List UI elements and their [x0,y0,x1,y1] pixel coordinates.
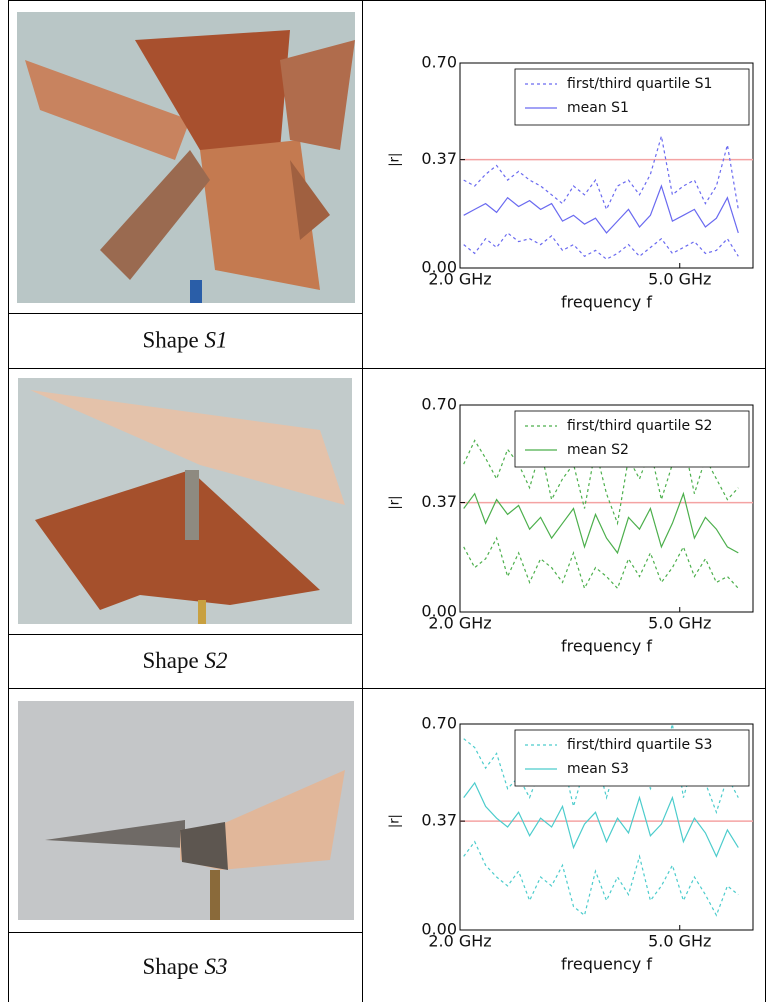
y-axis-label: |r| [388,153,403,167]
legend-label: mean S3 [567,761,629,777]
stand [198,600,206,624]
legend-label: mean S2 [567,442,629,458]
series-line [464,136,739,209]
caption-prefix: Shape [143,328,199,353]
x-tick-label: 5.0 GHz [648,932,711,951]
y-tick-label: 0.37 [421,149,457,168]
y-tick-label: 0.37 [421,811,457,830]
page: 0.000.370.702.0 GHz5.0 GHzfrequency f|r|… [0,0,768,1002]
y-tick-label: 0.70 [421,714,457,733]
caption-prefix: Shape [143,648,199,673]
series-line [464,186,739,233]
y-tick-label: 0.37 [421,492,457,511]
legend-label: first/third quartile S1 [567,76,712,92]
tape [180,822,228,870]
caption-name: S2 [204,648,227,673]
caption: Shape S2 [143,648,228,673]
caption-name: S3 [204,954,227,979]
x-tick-label: 2.0 GHz [428,270,491,289]
series-line [464,842,739,916]
x-tick-label: 2.0 GHz [428,932,491,951]
legend-label: mean S1 [567,100,629,116]
stand [190,280,202,303]
x-axis-label: frequency f [561,637,652,656]
photo [18,378,352,624]
x-tick-label: 5.0 GHz [648,614,711,633]
x-axis-label: frequency f [561,293,652,312]
stand [210,870,220,920]
series-line [464,538,739,588]
legend-label: first/third quartile S2 [567,418,712,434]
caption-prefix: Shape [143,954,199,979]
x-tick-label: 2.0 GHz [428,614,491,633]
x-axis-label: frequency f [561,955,652,974]
spacer [185,470,199,540]
caption-name: S1 [204,328,227,353]
caption: Shape S1 [143,328,228,353]
figure-table: 0.000.370.702.0 GHz5.0 GHzfrequency f|r|… [0,0,768,1002]
y-tick-label: 0.70 [421,53,457,72]
series-line [464,783,739,857]
photo [18,701,354,920]
x-tick-label: 5.0 GHz [648,270,711,289]
legend-label: first/third quartile S3 [567,737,712,753]
series-line [464,233,739,259]
y-axis-label: |r| [388,814,403,828]
caption: Shape S3 [143,954,228,979]
y-tick-label: 0.70 [421,395,457,414]
y-axis-label: |r| [388,496,403,510]
photo [17,12,355,303]
